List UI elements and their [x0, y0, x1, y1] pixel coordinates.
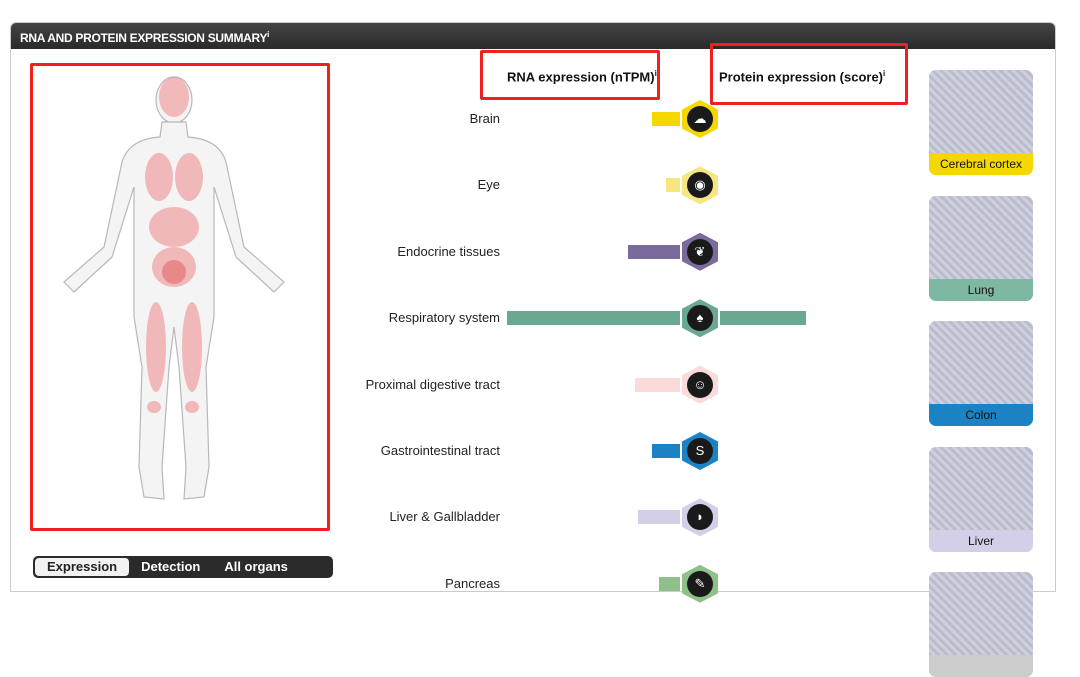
lungs-icon[interactable]: ♠ — [682, 299, 718, 338]
tissue-image-tile[interactable] — [929, 572, 1033, 677]
eye-icon-glyph: ◉ — [687, 172, 713, 199]
tile-label: Cerebral cortex — [929, 153, 1033, 175]
panel-title: RNA AND PROTEIN EXPRESSION SUMMARY — [20, 31, 268, 45]
body-figure-highlight — [30, 63, 330, 531]
rna-bar[interactable] — [652, 112, 680, 126]
tissue-label[interactable]: Proximal digestive tract — [365, 376, 500, 392]
body-anatomy-figure[interactable] — [34, 67, 326, 527]
head-icon-glyph: ☺ — [687, 371, 713, 398]
tissue-label[interactable]: Gastrointestinal tract — [380, 443, 500, 458]
stomach-icon[interactable]: S — [682, 432, 718, 470]
rna-bar[interactable] — [638, 510, 680, 525]
tissue-label[interactable]: Eye — [477, 177, 500, 193]
rna-header-label: RNA expression (nTPM) — [507, 69, 655, 85]
rna-bar[interactable] — [507, 311, 680, 326]
rna-bar[interactable] — [635, 377, 680, 392]
tab-expression[interactable]: Expression — [35, 558, 130, 576]
liver-icon-glyph: ◗ — [687, 504, 713, 531]
protein-expression-header[interactable]: Protein expression (score)i — [719, 69, 885, 84]
tissue-image-tile[interactable]: Lung — [929, 195, 1033, 301]
tissue-label[interactable]: Respiratory system — [388, 310, 500, 326]
brain-icon-glyph: ☁ — [687, 106, 713, 132]
tab-all-organs[interactable]: All organs — [224, 559, 288, 574]
tissue-image-tile[interactable]: Cerebral cortex — [929, 70, 1033, 175]
thyroid-icon-glyph: ❦ — [687, 238, 713, 265]
tissue-label[interactable]: Liver & Gallbladder — [389, 509, 500, 525]
info-icon[interactable]: i — [654, 69, 657, 78]
protein-header-label: Protein expression (score) — [719, 69, 883, 85]
brain-icon[interactable]: ☁ — [682, 100, 718, 138]
rna-bar[interactable] — [628, 244, 680, 259]
info-icon[interactable]: i — [883, 69, 886, 78]
tissue-label[interactable]: Pancreas — [445, 575, 500, 591]
rna-expression-header[interactable]: RNA expression (nTPM)i — [507, 69, 657, 84]
tile-label: Liver — [929, 529, 1033, 552]
rna-bar[interactable] — [652, 444, 680, 458]
tissue-label[interactable]: Endocrine tissues — [397, 243, 500, 259]
rna-bar[interactable] — [659, 576, 680, 591]
head-icon[interactable]: ☺ — [682, 365, 718, 404]
tissue-image-tile[interactable]: Liver — [929, 446, 1033, 552]
stomach-icon-glyph: S — [687, 438, 713, 464]
view-tabs: Expression Detection All organs — [33, 556, 333, 578]
tissue-label[interactable]: Brain — [469, 111, 500, 126]
protein-bar[interactable] — [720, 311, 806, 326]
pancreas-icon-glyph: ✎ — [687, 570, 713, 597]
rna-bar[interactable] — [666, 178, 680, 193]
lungs-icon-glyph: ♠ — [687, 305, 713, 332]
tile-label: Colon — [929, 404, 1033, 426]
tab-detection[interactable]: Detection — [141, 559, 201, 574]
tile-label — [929, 655, 1033, 677]
info-icon[interactable]: i — [267, 30, 270, 39]
tissue-image-tile[interactable]: Colon — [929, 321, 1033, 426]
tile-label: Lung — [929, 278, 1033, 301]
protein-header-highlight — [710, 43, 908, 105]
rna-header-highlight — [480, 50, 660, 100]
